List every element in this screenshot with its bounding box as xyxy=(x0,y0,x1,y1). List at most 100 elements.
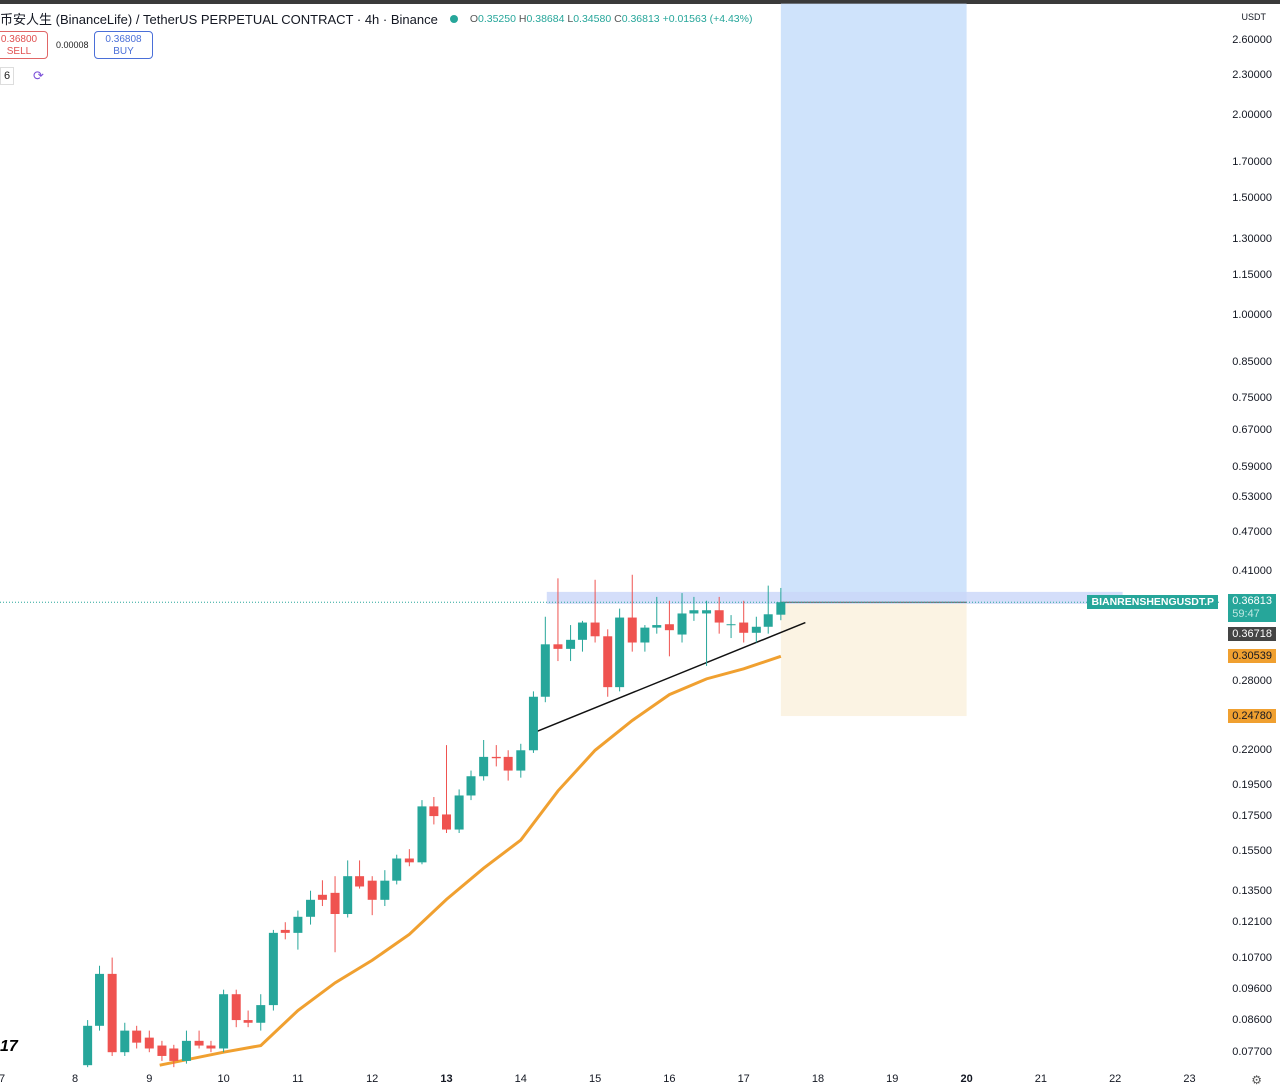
price-tick-label: 0.28000 xyxy=(1232,674,1272,687)
candle-body xyxy=(615,617,625,688)
candle-body xyxy=(417,806,427,863)
candle-body xyxy=(466,776,476,796)
level-tag: 0.30539 xyxy=(1228,648,1276,663)
date-tick-label: 7 xyxy=(0,1073,6,1085)
candle-body xyxy=(120,1030,130,1053)
candle-body xyxy=(726,624,736,626)
candle-body xyxy=(243,1020,253,1023)
moving-average-line xyxy=(159,654,782,1067)
price-tick-label: 2.00000 xyxy=(1232,109,1272,122)
price-chart[interactable] xyxy=(0,0,1220,1068)
candle-body xyxy=(454,795,464,830)
price-tick-label: 2.60000 xyxy=(1232,34,1272,46)
symbol-title[interactable]: 币安人生 (BinanceLife) / TetherUS PERPETUAL … xyxy=(0,12,438,27)
currency-selector[interactable]: USDT xyxy=(1241,12,1267,22)
price-tick-label: 1.15000 xyxy=(1232,268,1272,281)
candle-body xyxy=(640,627,650,643)
candle-body xyxy=(664,624,674,631)
date-tick-label: 19 xyxy=(886,1073,899,1085)
candle-body xyxy=(169,1048,179,1061)
candle-body xyxy=(528,696,538,751)
candle-body xyxy=(577,622,587,640)
price-tick-label: 2.30000 xyxy=(1232,69,1272,82)
ohlc-readout: O0.35250 H0.38684 L0.34580 C0.36813 +0.0… xyxy=(469,12,753,25)
candle-body xyxy=(306,899,316,917)
date-tick-label: 13 xyxy=(440,1073,453,1085)
last-price-tag: 0.36813 59:47 xyxy=(1228,594,1276,623)
date-tick-label: 22 xyxy=(1109,1073,1122,1085)
candle-body xyxy=(181,1040,191,1061)
date-tick-label: 10 xyxy=(217,1073,230,1085)
tradingview-logo: 17 xyxy=(0,1038,18,1055)
price-tick-label: 0.12100 xyxy=(1232,916,1272,929)
candle-body xyxy=(268,932,278,1006)
refresh-icon[interactable]: ⟳ xyxy=(33,68,44,83)
date-tick-label: 15 xyxy=(588,1073,602,1085)
candle-body xyxy=(677,613,687,635)
candle-body xyxy=(380,880,390,900)
resistance-zone xyxy=(546,591,1123,604)
date-tick-label: 16 xyxy=(663,1073,676,1085)
price-tick-label: 1.70000 xyxy=(1232,156,1272,169)
candle-body xyxy=(491,756,501,759)
indicator-count[interactable]: 6 xyxy=(0,67,15,85)
price-tick-label: 1.00000 xyxy=(1232,308,1272,321)
candle-body xyxy=(442,814,451,830)
price-tick-label: 0.15500 xyxy=(1232,844,1272,857)
top-border xyxy=(0,0,1280,4)
date-tick-label: 23 xyxy=(1183,1073,1196,1085)
candle-body xyxy=(231,994,241,1021)
candle-body xyxy=(763,614,773,627)
candle-body xyxy=(751,626,761,633)
ma-price-tag: 0.36718 xyxy=(1228,626,1276,641)
price-tick-label: 0.47000 xyxy=(1232,525,1272,538)
price-tick-label: 0.67000 xyxy=(1232,423,1272,436)
candle-body xyxy=(652,625,662,628)
price-tick-label: 0.07700 xyxy=(1232,1046,1272,1059)
spread: 0.00008 xyxy=(56,40,89,50)
candle-body xyxy=(566,639,576,649)
price-tick-label: 0.09600 xyxy=(1232,982,1272,995)
symbol-label: BIANRENSHENGUSDT.P xyxy=(1087,595,1218,610)
candle-body xyxy=(739,622,749,633)
stop-zone xyxy=(780,602,967,717)
candle-body xyxy=(503,756,513,771)
market-status-icon xyxy=(449,14,458,23)
date-tick-label: 18 xyxy=(811,1073,825,1085)
candle-body xyxy=(144,1037,154,1049)
chart-header: 币安人生 (BinanceLife) / TetherUS PERPETUAL … xyxy=(0,9,752,28)
candle-body xyxy=(343,876,353,915)
date-tick-label: 11 xyxy=(292,1073,304,1085)
candle-body xyxy=(206,1045,216,1049)
candle-body xyxy=(479,756,489,777)
trendline xyxy=(536,621,806,732)
candle-body xyxy=(590,622,600,637)
settings-icon[interactable]: ⚙ xyxy=(1251,1073,1262,1087)
candle-body xyxy=(392,858,402,881)
candle-body xyxy=(689,610,699,614)
candle-body xyxy=(627,617,637,643)
price-tick-label: 0.19500 xyxy=(1232,778,1272,791)
price-tick-label: 1.30000 xyxy=(1232,233,1272,246)
candle-body xyxy=(280,929,290,933)
price-tick-label: 0.53000 xyxy=(1232,491,1272,504)
price-tick-label: 0.08600 xyxy=(1232,1014,1272,1027)
sell-button[interactable]: 0.36800 SELL xyxy=(0,31,48,59)
buy-button[interactable]: 0.36808 BUY xyxy=(94,31,153,59)
date-tick-label: 21 xyxy=(1034,1073,1048,1085)
stop-level-tag: 0.24780 xyxy=(1228,709,1276,724)
price-tick-label: 0.13500 xyxy=(1232,884,1272,897)
price-tick-label: 0.41000 xyxy=(1232,565,1272,578)
candle-body xyxy=(219,994,229,1049)
price-tick-label: 0.85000 xyxy=(1232,355,1272,368)
price-tick-label: 0.22000 xyxy=(1232,744,1272,757)
candle-body xyxy=(540,644,550,697)
target-zone xyxy=(780,3,967,603)
date-tick-label: 17 xyxy=(737,1073,750,1085)
candle-body xyxy=(516,750,526,771)
candle-body xyxy=(603,636,613,688)
candle-body xyxy=(256,1005,266,1023)
candle-body xyxy=(83,1025,93,1066)
date-tick-label: 14 xyxy=(514,1073,527,1085)
date-tick-label: 12 xyxy=(366,1073,379,1085)
